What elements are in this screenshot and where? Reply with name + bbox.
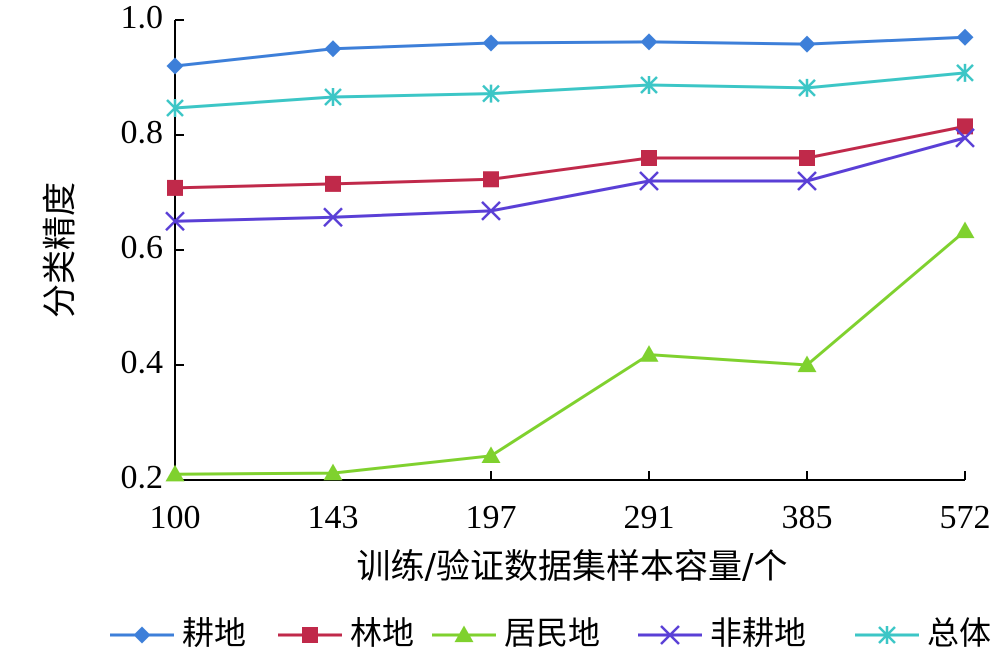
- x-tick-label: 143: [308, 499, 359, 536]
- legend-label: 非耕地: [710, 614, 806, 652]
- axes: 0.2 0.4 0.6 0.8 1.0 100 143 197 291 385 572: [121, 0, 991, 536]
- legend-marker: [454, 625, 474, 643]
- data-point: [482, 34, 500, 52]
- data-point: [167, 179, 183, 196]
- legend-marker: [133, 626, 151, 644]
- data-point: [798, 35, 816, 53]
- y-tick-label: 0.4: [121, 344, 164, 381]
- data-point: [481, 201, 501, 221]
- data-point: [639, 345, 659, 362]
- legend-label: 总体: [927, 614, 991, 652]
- data-point: [957, 118, 973, 135]
- legend-label: 耕地: [182, 614, 246, 652]
- y-tick-label: 0.6: [121, 229, 164, 266]
- x-tick-label: 291: [624, 499, 675, 536]
- x-tick-label: 572: [940, 499, 991, 536]
- legend-marker: [660, 625, 680, 645]
- data-point: [640, 33, 658, 51]
- data-point: [483, 171, 499, 188]
- series-line-4: [174, 71, 966, 110]
- data-point: [482, 84, 500, 103]
- series-line-0: [174, 35, 966, 68]
- legend-label: 林地: [350, 614, 414, 652]
- data-point: [955, 221, 975, 239]
- data-point: [956, 28, 974, 46]
- data-point: [797, 355, 817, 373]
- data-point: [797, 171, 817, 191]
- data-point: [640, 75, 658, 94]
- data-point: [323, 463, 343, 481]
- data-point: [325, 175, 341, 192]
- data-point: [166, 57, 184, 75]
- y-tick-label: 0.2: [121, 459, 164, 496]
- data-point: [165, 464, 185, 482]
- x-tick-label: 197: [466, 499, 517, 536]
- x-axis-title: 训练/验证数据集样本容量/个: [357, 547, 788, 587]
- series-line-1: [174, 124, 966, 190]
- legend-marker: [302, 627, 318, 643]
- data-point: [323, 207, 343, 228]
- y-tick-label: 1.0: [121, 0, 164, 36]
- y-axis-title: 分类精度: [41, 182, 81, 318]
- data-point: [166, 98, 184, 117]
- data-point: [639, 171, 659, 191]
- data-point: [641, 150, 657, 166]
- data-point: [956, 63, 974, 82]
- legend: 耕地 林地 居民地 非耕地 总体: [110, 614, 991, 652]
- x-tick-label: 100: [150, 499, 201, 536]
- legend-marker: [878, 626, 896, 644]
- data-point: [324, 40, 342, 58]
- data-point: [798, 78, 816, 97]
- data-point: [799, 150, 815, 166]
- legend-label: 居民地: [504, 614, 600, 652]
- series-line-3: [174, 136, 966, 223]
- data-point: [165, 211, 185, 232]
- series-line-2: [174, 229, 966, 476]
- data-point: [955, 127, 975, 148]
- x-tick-label: 385: [782, 499, 833, 536]
- y-ticks: 0.2 0.4 0.6 0.8 1.0: [121, 0, 184, 496]
- series-markers: [165, 28, 975, 482]
- data-point: [324, 88, 342, 107]
- series-lines: [174, 35, 966, 476]
- y-tick-label: 0.8: [121, 114, 164, 151]
- data-point: [481, 446, 501, 463]
